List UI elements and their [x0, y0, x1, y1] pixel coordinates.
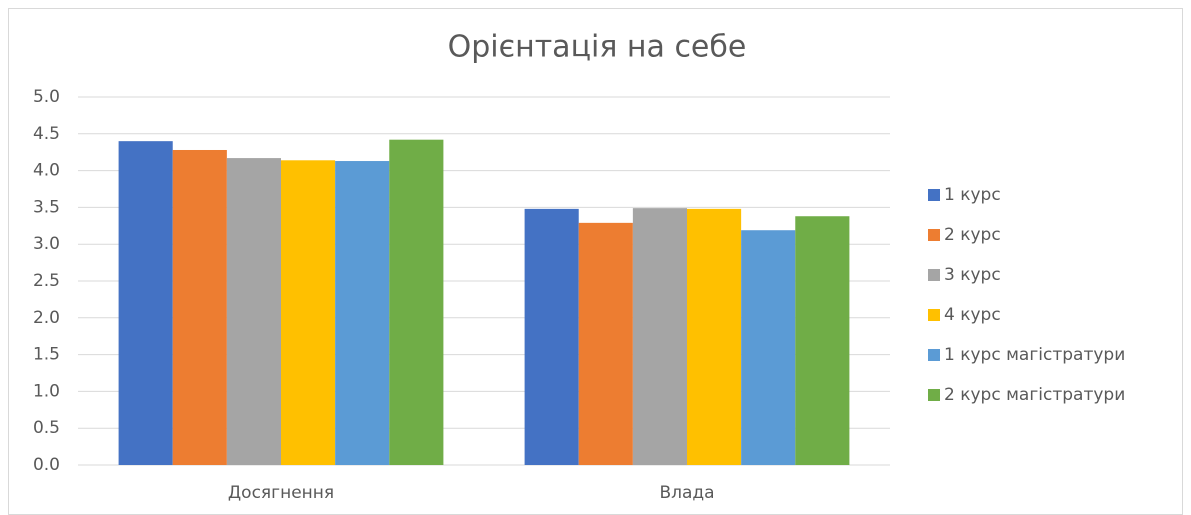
bar [578, 222, 633, 465]
y-tick-label: 0.0 [33, 455, 60, 475]
legend-swatch [928, 229, 940, 241]
legend-label: 2 курс магістратури [944, 385, 1125, 405]
x-tick-label: Досягнення [228, 483, 334, 503]
bar [389, 139, 444, 466]
bar [632, 208, 687, 466]
chart-title: Орієнтація на себе [448, 30, 747, 65]
legend-label: 1 курс магістратури [944, 345, 1125, 365]
bar [226, 158, 281, 465]
bar [281, 160, 336, 465]
y-tick-label: 5.0 [33, 87, 60, 107]
y-tick-label: 4.0 [33, 161, 60, 181]
legend-label: 4 курс [944, 305, 1001, 325]
bar [172, 149, 227, 465]
legend-swatch [928, 389, 940, 401]
bar [741, 230, 796, 465]
legend-swatch [928, 349, 940, 361]
bar [795, 216, 850, 465]
legend-swatch [928, 309, 940, 321]
y-tick-label: 4.5 [33, 124, 60, 144]
bar [687, 208, 742, 465]
legend-swatch [928, 189, 940, 201]
y-tick-label: 2.5 [33, 271, 60, 291]
bar [118, 141, 173, 465]
y-tick-label: 0.5 [33, 418, 60, 438]
legend-label: 2 курс [944, 225, 1001, 245]
y-tick-label: 2.0 [33, 308, 60, 328]
y-tick-label: 1.5 [33, 345, 60, 365]
bar [335, 161, 390, 466]
y-tick-label: 3.0 [33, 234, 60, 254]
legend-swatch [928, 269, 940, 281]
x-tick-label: Влада [659, 483, 714, 503]
y-tick-label: 3.5 [33, 197, 60, 217]
legend-label: 1 курс [944, 185, 1001, 205]
y-tick-label: 1.0 [33, 381, 60, 401]
legend-label: 3 курс [944, 265, 1001, 285]
bar [524, 208, 579, 465]
